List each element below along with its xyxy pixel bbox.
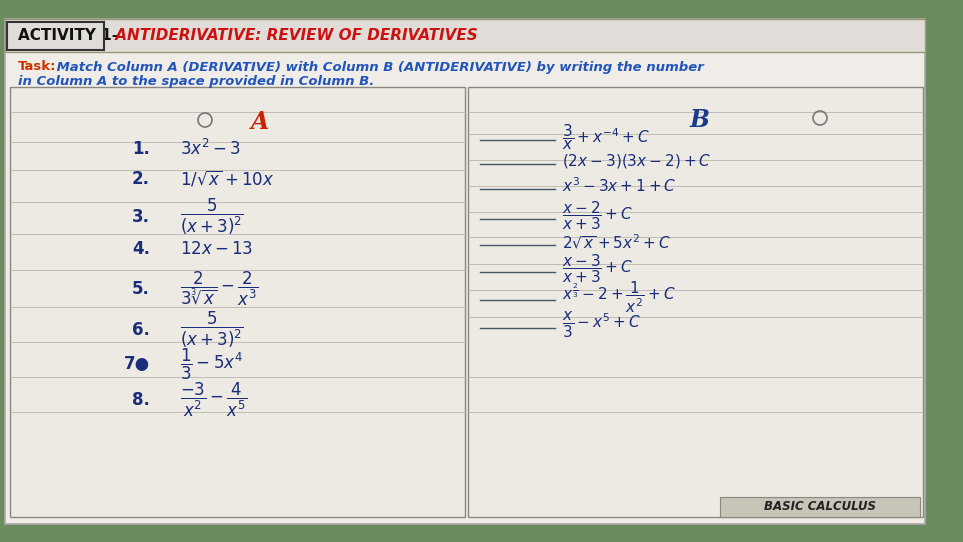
Text: Task:: Task: <box>18 61 57 74</box>
Text: $\dfrac{1}{3} - 5x^4$: $\dfrac{1}{3} - 5x^4$ <box>180 346 243 382</box>
Text: 3.: 3. <box>132 208 150 226</box>
Text: $x^{\frac{2}{3}} - 2 + \dfrac{1}{x^2} + C$: $x^{\frac{2}{3}} - 2 + \dfrac{1}{x^2} + … <box>562 279 676 315</box>
Text: ANTIDERIVATIVE: REVIEW OF DERIVATIVES: ANTIDERIVATIVE: REVIEW OF DERIVATIVES <box>110 28 478 42</box>
Text: $\dfrac{2}{3\sqrt[3]{x}} - \dfrac{2}{x^3}$: $\dfrac{2}{3\sqrt[3]{x}} - \dfrac{2}{x^3… <box>180 270 258 308</box>
Text: $12x - 13$: $12x - 13$ <box>180 241 253 257</box>
Text: $1/\sqrt{x} + 10x$: $1/\sqrt{x} + 10x$ <box>180 169 274 189</box>
Text: BASIC CALCULUS: BASIC CALCULUS <box>764 500 876 513</box>
Text: 1.: 1. <box>132 140 150 158</box>
Text: $\dfrac{5}{(x+3)^2}$: $\dfrac{5}{(x+3)^2}$ <box>180 197 244 237</box>
Text: $\dfrac{x-3}{x+3} + C$: $\dfrac{x-3}{x+3} + C$ <box>562 253 633 286</box>
Text: ACTIVITY 1-: ACTIVITY 1- <box>18 28 118 42</box>
Text: 5.: 5. <box>132 280 150 298</box>
FancyBboxPatch shape <box>720 497 920 517</box>
Text: $3x^2 - 3$: $3x^2 - 3$ <box>180 139 241 159</box>
FancyBboxPatch shape <box>5 19 925 524</box>
Text: in Column A to the space provided in Column B.: in Column A to the space provided in Col… <box>18 75 375 88</box>
FancyBboxPatch shape <box>468 87 923 517</box>
Text: $(2x-3)(3x-2) + C$: $(2x-3)(3x-2) + C$ <box>562 152 712 170</box>
FancyBboxPatch shape <box>5 19 925 52</box>
FancyBboxPatch shape <box>10 87 465 517</box>
Text: $\dfrac{5}{(x+3)^2}$: $\dfrac{5}{(x+3)^2}$ <box>180 310 244 350</box>
Text: $2\sqrt{x} + 5x^2 + C$: $2\sqrt{x} + 5x^2 + C$ <box>562 233 671 251</box>
Text: $\dfrac{-3}{x^2} - \dfrac{4}{x^5}$: $\dfrac{-3}{x^2} - \dfrac{4}{x^5}$ <box>180 381 247 419</box>
Text: $\dfrac{x-2}{x+3} + C$: $\dfrac{x-2}{x+3} + C$ <box>562 199 633 233</box>
Text: $\dfrac{3}{x} + x^{-4} + C$: $\dfrac{3}{x} + x^{-4} + C$ <box>562 122 650 152</box>
Text: 4.: 4. <box>132 240 150 258</box>
Text: Match Column A (DERIVATIVE) with Column B (ANTIDERIVATIVE) by writing the number: Match Column A (DERIVATIVE) with Column … <box>52 61 704 74</box>
Text: $x^3 - 3x + 1 + C$: $x^3 - 3x + 1 + C$ <box>562 177 677 195</box>
Text: A: A <box>250 110 270 134</box>
Text: B: B <box>690 108 710 132</box>
Text: 2.: 2. <box>132 170 150 188</box>
Text: 6.: 6. <box>132 321 150 339</box>
Text: $\dfrac{x}{3} - x^5 + C$: $\dfrac{x}{3} - x^5 + C$ <box>562 310 641 340</box>
Text: 7●: 7● <box>124 355 150 373</box>
Text: 8.: 8. <box>132 391 150 409</box>
